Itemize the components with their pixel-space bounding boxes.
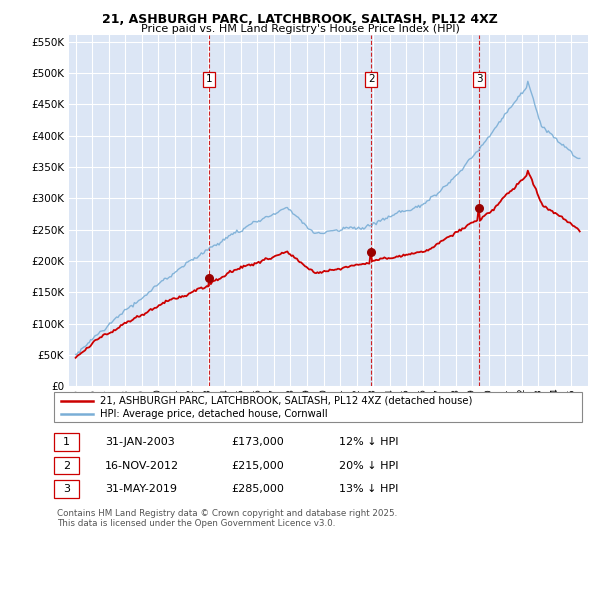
Text: 12% ↓ HPI: 12% ↓ HPI <box>339 437 398 447</box>
Text: 31-MAY-2019: 31-MAY-2019 <box>105 484 177 494</box>
Text: 2: 2 <box>368 74 374 84</box>
Text: 16-NOV-2012: 16-NOV-2012 <box>105 461 179 470</box>
Text: £215,000: £215,000 <box>231 461 284 470</box>
Text: £285,000: £285,000 <box>231 484 284 494</box>
Text: Contains HM Land Registry data © Crown copyright and database right 2025.
This d: Contains HM Land Registry data © Crown c… <box>57 509 397 528</box>
Text: 31-JAN-2003: 31-JAN-2003 <box>105 437 175 447</box>
Text: HPI: Average price, detached house, Cornwall: HPI: Average price, detached house, Corn… <box>100 409 328 418</box>
Text: 1: 1 <box>63 437 70 447</box>
Text: 3: 3 <box>63 484 70 494</box>
Text: 21, ASHBURGH PARC, LATCHBROOK, SALTASH, PL12 4XZ (detached house): 21, ASHBURGH PARC, LATCHBROOK, SALTASH, … <box>100 396 473 405</box>
Text: Price paid vs. HM Land Registry's House Price Index (HPI): Price paid vs. HM Land Registry's House … <box>140 24 460 34</box>
Text: £173,000: £173,000 <box>231 437 284 447</box>
Text: 1: 1 <box>206 74 212 84</box>
Text: 20% ↓ HPI: 20% ↓ HPI <box>339 461 398 470</box>
Text: 3: 3 <box>476 74 482 84</box>
Text: 21, ASHBURGH PARC, LATCHBROOK, SALTASH, PL12 4XZ: 21, ASHBURGH PARC, LATCHBROOK, SALTASH, … <box>102 13 498 26</box>
Text: 13% ↓ HPI: 13% ↓ HPI <box>339 484 398 494</box>
Text: 2: 2 <box>63 461 70 470</box>
